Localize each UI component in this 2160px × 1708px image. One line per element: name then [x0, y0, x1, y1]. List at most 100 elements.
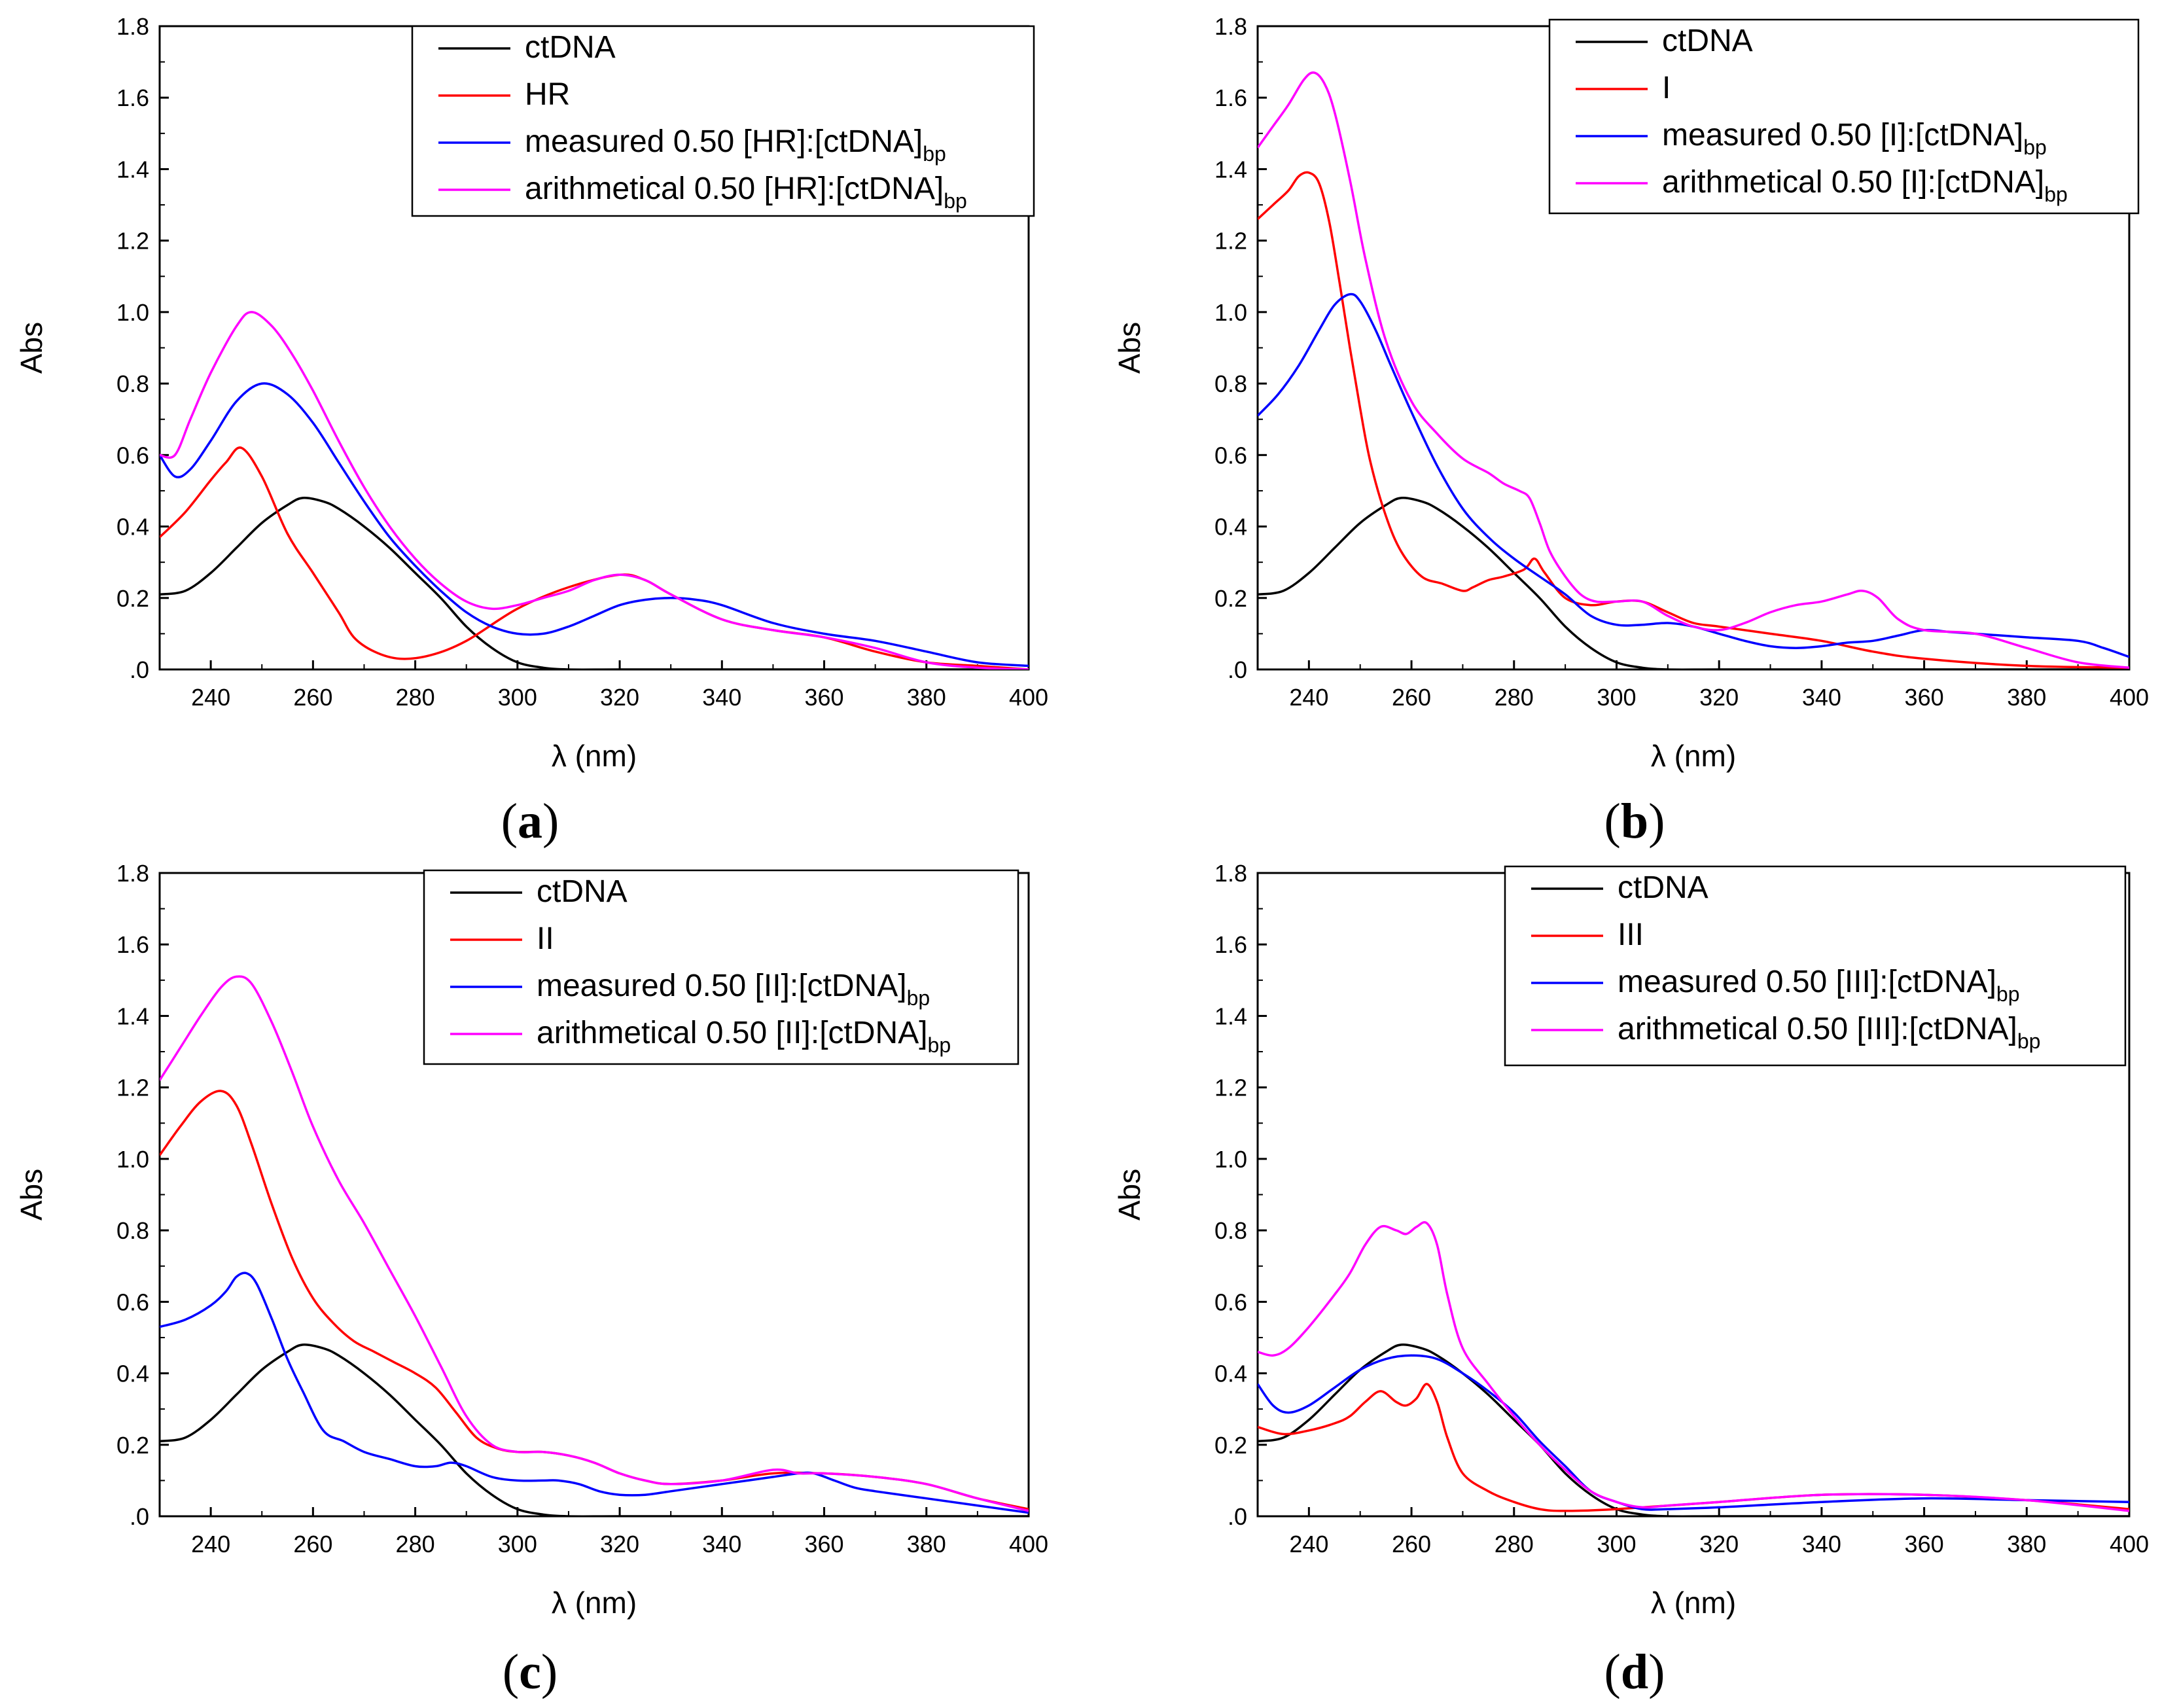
- panel-label-close-paren: ): [542, 794, 559, 849]
- series-line-0: [1258, 497, 2129, 669]
- x-axis-title: λ (nm): [1651, 739, 1736, 773]
- y-tick-label: 0.8: [116, 1217, 149, 1244]
- legend-entry-subscript: bp: [1996, 982, 2020, 1006]
- x-axis-title: λ (nm): [552, 739, 637, 773]
- y-tick-label: 0.6: [1214, 442, 1247, 469]
- y-tick-label: 1.4: [1214, 1003, 1247, 1029]
- y-tick-label: .0: [130, 656, 149, 683]
- panel-label: (c): [503, 1645, 558, 1699]
- legend-entry: ctDNA: [1618, 870, 1709, 905]
- x-tick-label: 300: [1597, 684, 1636, 711]
- x-tick-label: 300: [1597, 1531, 1636, 1557]
- panel-label: (a): [501, 794, 559, 849]
- y-tick-label: .0: [1228, 1503, 1247, 1530]
- x-tick-label: 260: [1392, 1531, 1431, 1557]
- legend-entry: measured 0.50 [III]:[ctDNA]bp: [1618, 965, 2020, 1006]
- x-tick-label: 320: [1699, 1531, 1739, 1557]
- panel-label-open-paren: (: [1604, 794, 1621, 849]
- series-line-1: [1258, 171, 2129, 669]
- chart-panel-d: .0 0.2 0.4 0.6 0.8 1.0 1.2 1.4 1.6 1.8 240 260 280 30…: [1112, 860, 2149, 1699]
- y-tick-label: 0.4: [1214, 514, 1247, 541]
- y-tick-label: 1.2: [116, 228, 149, 255]
- x-tick-label: 360: [804, 684, 843, 711]
- y-tick-label: 0.4: [1214, 1361, 1247, 1387]
- y-tick-label: 1.8: [1214, 13, 1247, 40]
- y-tick-label: 0.6: [116, 442, 149, 469]
- y-tick-label: 1.6: [1214, 931, 1247, 958]
- legend-entry-text: arithmetical 0.50 [II]:[ctDNA]: [537, 1016, 928, 1050]
- legend-entry-subscript: bp: [944, 189, 967, 213]
- legend-entry: III: [1618, 917, 1644, 952]
- legend-entry-subscript: bp: [907, 986, 930, 1010]
- y-tick-label: 0.2: [1214, 1432, 1247, 1459]
- series-line-0: [1258, 1343, 2129, 1516]
- x-tick-label: 260: [293, 1531, 332, 1557]
- legend-entry: II: [537, 921, 554, 956]
- y-tick-label: 1.0: [116, 299, 149, 326]
- panel-label-letter: b: [1621, 794, 1648, 849]
- legend-entry-text: arithmetical 0.50 [HR]:[ctDNA]: [525, 171, 944, 206]
- panel-label-open-paren: (: [501, 794, 518, 849]
- legend-entry-text: measured 0.50 [III]:[ctDNA]: [1618, 965, 1996, 999]
- x-tick-label: 360: [1905, 684, 1944, 711]
- y-axis-title: Abs: [14, 322, 48, 374]
- legend-entry: arithmetical 0.50 [I]:[ctDNA]bp: [1662, 165, 2068, 206]
- x-tick-label: 400: [2110, 684, 2149, 711]
- x-tick-label: 340: [702, 684, 741, 711]
- panel-label-letter: c: [519, 1645, 541, 1699]
- x-tick-label: 300: [498, 684, 537, 711]
- legend-entry: arithmetical 0.50 [HR]:[ctDNA]bp: [525, 171, 967, 213]
- y-tick-label: 0.2: [1214, 585, 1247, 612]
- series-line-3: [160, 311, 1029, 669]
- legend-entry-subscript: bp: [2023, 135, 2047, 159]
- y-tick-label: 1.4: [116, 156, 149, 183]
- x-tick-label: 280: [1495, 684, 1534, 711]
- x-tick-label: 300: [498, 1531, 537, 1557]
- y-tick-label: 1.2: [116, 1075, 149, 1101]
- legend-entry-text: II: [537, 921, 554, 956]
- y-tick-label: .0: [1228, 656, 1247, 683]
- y-tick-label: 1.8: [116, 13, 149, 40]
- legend-entry-subscript: bp: [2044, 183, 2068, 206]
- y-tick-label: 0.4: [116, 1361, 149, 1387]
- x-tick-label: 260: [1392, 684, 1431, 711]
- y-axis-title: Abs: [14, 1169, 48, 1220]
- legend-entry: measured 0.50 [I]:[ctDNA]bp: [1662, 118, 2047, 159]
- y-tick-label: 1.2: [1214, 1075, 1247, 1101]
- x-tick-label: 400: [1009, 1531, 1048, 1557]
- panel-label-open-paren: (: [503, 1645, 519, 1699]
- legend-entry-text: arithmetical 0.50 [III]:[ctDNA]: [1618, 1012, 2017, 1046]
- y-tick-label: 0.4: [116, 514, 149, 541]
- series-line-1: [160, 1090, 1029, 1510]
- x-tick-label: 360: [1905, 1531, 1944, 1557]
- legend-entry: HR: [525, 77, 570, 112]
- y-tick-label: 0.8: [1214, 1217, 1247, 1244]
- series-line-1: [1258, 1383, 2129, 1512]
- y-tick-label: 0.6: [116, 1289, 149, 1315]
- x-tick-label: 260: [293, 684, 332, 711]
- legend-entry-text: ctDNA: [1618, 870, 1709, 905]
- x-axis-title: λ (nm): [1651, 1586, 1736, 1620]
- y-tick-label: 1.0: [1214, 299, 1247, 326]
- y-tick-label: 1.8: [1214, 860, 1247, 887]
- x-tick-label: 280: [1495, 1531, 1534, 1557]
- legend-entry-text: ctDNA: [525, 30, 616, 65]
- legend-entry-text: measured 0.50 [II]:[ctDNA]: [537, 969, 907, 1003]
- x-tick-label: 320: [600, 1531, 639, 1557]
- x-tick-label: 240: [1289, 684, 1328, 711]
- y-tick-label: 1.6: [116, 84, 149, 111]
- y-tick-label: 1.8: [116, 860, 149, 887]
- series-line-2: [160, 1272, 1029, 1514]
- legend-entry-text: III: [1618, 917, 1644, 952]
- chart-panel-b: .0 0.2 0.4 0.6 0.8 1.0 1.2 1.4 1.6 1.8 240 260 280 30…: [1112, 13, 2149, 849]
- legend-entry: arithmetical 0.50 [II]:[ctDNA]bp: [537, 1016, 951, 1057]
- panel-label: (b): [1604, 794, 1665, 849]
- y-tick-label: 1.2: [1214, 228, 1247, 255]
- x-tick-label: 280: [396, 1531, 435, 1557]
- panel-label-close-paren: ): [1648, 1645, 1665, 1699]
- legend-box: [1548, 18, 2140, 215]
- panel-label-letter: a: [518, 794, 542, 849]
- series-line-3: [1258, 71, 2129, 669]
- legend-box: [411, 25, 1035, 217]
- y-tick-label: 1.0: [116, 1146, 149, 1173]
